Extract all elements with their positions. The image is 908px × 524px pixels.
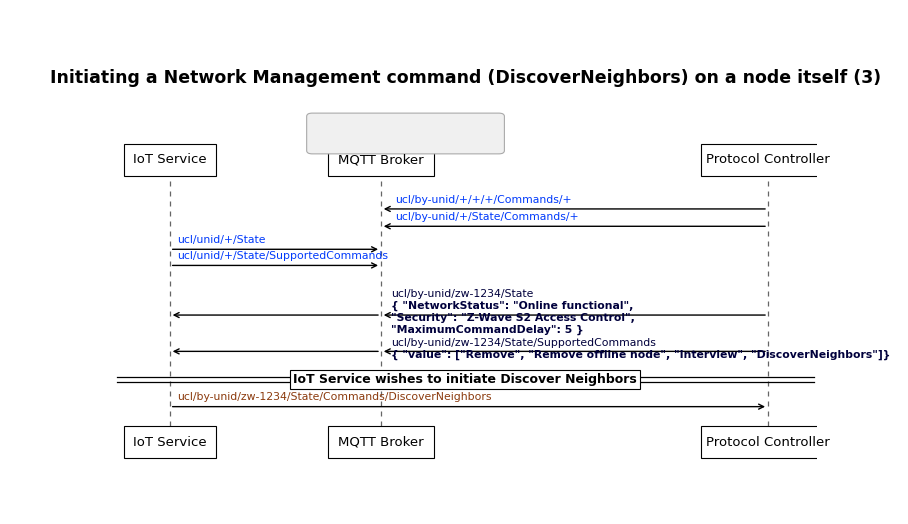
Text: MQTT Broker: MQTT Broker bbox=[338, 435, 424, 449]
Text: ucl/by-unid/zw-1234/State: ucl/by-unid/zw-1234/State bbox=[391, 289, 534, 299]
Text: MQTT Broker: MQTT Broker bbox=[338, 153, 424, 166]
Text: "Security": "Z-Wave S2 Access Control",: "Security": "Z-Wave S2 Access Control", bbox=[391, 313, 636, 323]
Text: ucl/by-unid/zw-1234/State/Commands/DiscoverNeighbors: ucl/by-unid/zw-1234/State/Commands/Disco… bbox=[177, 392, 491, 402]
Text: Initiating a Network Management command (DiscoverNeighbors) on a node itself (3): Initiating a Network Management command … bbox=[50, 69, 881, 87]
Text: IoT Service: IoT Service bbox=[133, 435, 207, 449]
Text: { "NetworkStatus": "Online functional",: { "NetworkStatus": "Online functional", bbox=[391, 301, 634, 311]
Text: ucl/by-unid/zw-1234/State/SupportedCommands: ucl/by-unid/zw-1234/State/SupportedComma… bbox=[391, 338, 656, 348]
FancyBboxPatch shape bbox=[328, 144, 434, 176]
Text: Protocol Controller: Protocol Controller bbox=[706, 153, 830, 166]
Text: IoT Service: IoT Service bbox=[133, 153, 207, 166]
FancyBboxPatch shape bbox=[124, 144, 215, 176]
Text: IoT Service wishes to initiate Discover Neighbors: IoT Service wishes to initiate Discover … bbox=[293, 373, 637, 386]
FancyBboxPatch shape bbox=[701, 144, 834, 176]
Text: Protocol Controller: Protocol Controller bbox=[706, 435, 830, 449]
Text: ucl/unid/+/State/SupportedCommands: ucl/unid/+/State/SupportedCommands bbox=[177, 251, 388, 261]
Text: "MaximumCommandDelay": 5 }: "MaximumCommandDelay": 5 } bbox=[391, 325, 584, 335]
Text: ucl/by-unid/+/State/Commands/+: ucl/by-unid/+/State/Commands/+ bbox=[395, 212, 578, 222]
FancyBboxPatch shape bbox=[307, 113, 505, 154]
Text: Retained MQTT Publication: Retained MQTT Publication bbox=[320, 131, 459, 141]
Text: MQTT Subscription: MQTT Subscription bbox=[320, 121, 418, 130]
Text: { "value": ["Remove", "Remove offline node", "Interview", "DiscoverNeighbors"]}: { "value": ["Remove", "Remove offline no… bbox=[391, 350, 891, 361]
FancyBboxPatch shape bbox=[328, 426, 434, 458]
FancyBboxPatch shape bbox=[124, 426, 215, 458]
Text: ucl/unid/+/State: ucl/unid/+/State bbox=[177, 235, 265, 245]
FancyBboxPatch shape bbox=[701, 426, 834, 458]
Text: ucl/by-unid/+/+/+/Commands/+: ucl/by-unid/+/+/+/Commands/+ bbox=[395, 194, 572, 204]
Text: Unretained MQTT Publication: Unretained MQTT Publication bbox=[320, 141, 470, 151]
